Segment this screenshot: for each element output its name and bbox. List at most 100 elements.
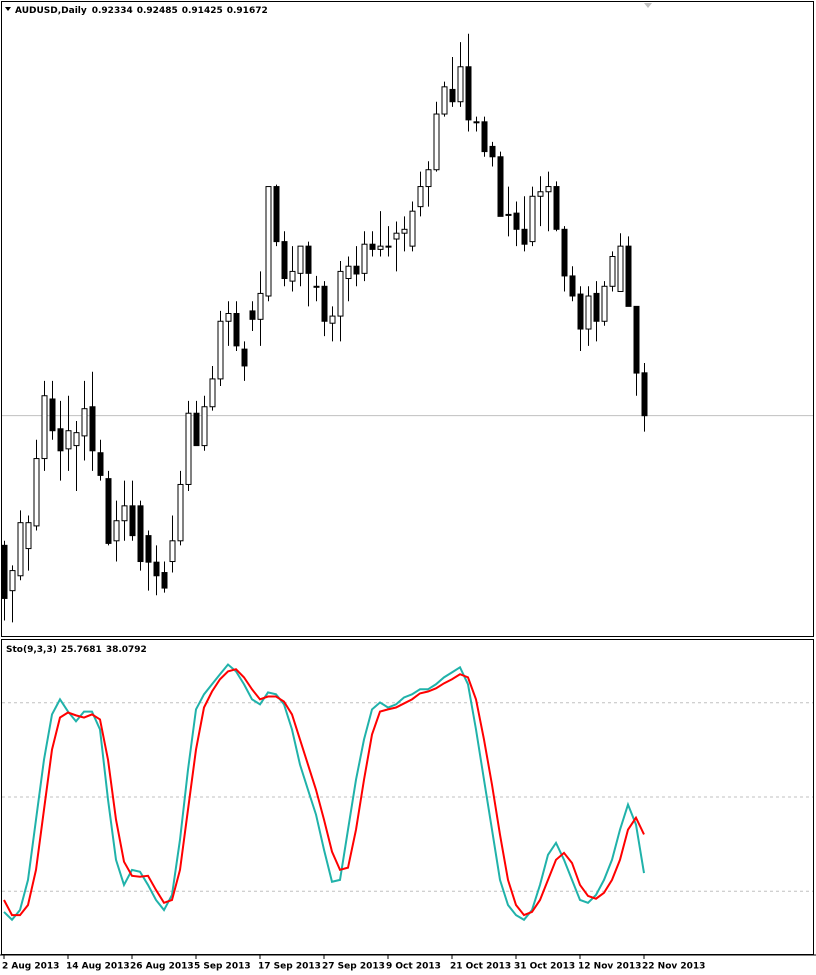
candle-body (505, 213, 512, 216)
candle-body (281, 241, 288, 280)
x-tick-label: 27 Sep 2013 (322, 962, 385, 972)
candle-body (73, 432, 80, 447)
candle-body (489, 145, 496, 158)
x-tick-label: 12 Nov 2013 (578, 962, 641, 972)
indicator-line (3, 668, 645, 917)
candle-body (169, 540, 176, 563)
candle-body (585, 295, 592, 330)
candle-body (137, 505, 144, 563)
candle-body (17, 522, 24, 577)
candle-body (313, 285, 320, 288)
candle-body (545, 186, 552, 193)
x-tick-label: 5 Sep 2013 (194, 962, 251, 972)
candle-body (377, 245, 384, 250)
candle-body (409, 210, 416, 247)
candle-body (625, 245, 632, 307)
candle-body (121, 505, 128, 522)
candle-body (537, 191, 544, 197)
candle-body (361, 243, 368, 274)
candle-body (601, 285, 608, 322)
x-tick-label: 26 Aug 2013 (130, 962, 194, 972)
candle-body (417, 186, 424, 208)
candle-body (449, 88, 456, 103)
candle-body (177, 483, 184, 542)
shift-marker (644, 3, 652, 8)
candle-body (249, 310, 256, 320)
candle-body (297, 245, 304, 274)
candle-body (97, 452, 104, 476)
candle-body (401, 228, 408, 234)
last-open: 0.92334 (92, 6, 133, 16)
candle-body (321, 285, 328, 322)
candle-body (257, 292, 264, 320)
candle-body (441, 86, 448, 115)
candle-body (481, 121, 488, 153)
price-header: AUDUSD,Daily 0.92334 0.92485 0.91425 0.91672 (15, 6, 268, 16)
candle-body (233, 312, 240, 347)
menu-arrow[interactable] (5, 7, 11, 11)
candle-body (337, 270, 344, 317)
candle-body (265, 186, 272, 297)
indicator-title: Sto(9,3,3) (6, 645, 57, 655)
candle-body (289, 270, 296, 282)
x-tick-label: 21 Oct 2013 (450, 962, 511, 972)
indicator-header: Sto(9,3,3) 25.7681 38.0792 (6, 645, 147, 655)
candle-body (201, 406, 208, 447)
x-tick-label: 2 Aug 2013 (2, 962, 59, 972)
candle-body (209, 378, 216, 408)
candle-body (105, 478, 112, 544)
candle-body (9, 570, 16, 592)
candle-body (129, 505, 136, 537)
candle-body (273, 186, 280, 243)
candle-body (81, 408, 88, 437)
candle-body (561, 228, 568, 277)
candle-body (497, 156, 504, 217)
candle-body (473, 121, 480, 124)
indicator-line (3, 663, 645, 922)
candle-body (241, 348, 248, 367)
candle-body (49, 398, 56, 432)
candle-body (617, 245, 624, 292)
candle-body (217, 320, 224, 380)
candle-body (369, 243, 376, 250)
candle-body (609, 256, 616, 287)
candle-body (633, 305, 640, 374)
candle-body (385, 245, 392, 248)
candle-body (89, 406, 96, 452)
candle-body (553, 186, 560, 230)
candle-body (393, 232, 400, 240)
candle-body (57, 428, 64, 452)
candle-body (433, 113, 440, 171)
candle-body (225, 312, 232, 322)
x-tick-label: 31 Oct 2013 (514, 962, 575, 972)
candle-body (577, 293, 584, 330)
price-panel-frame (1, 1, 814, 637)
x-tick-label: 9 Oct 2013 (386, 962, 441, 972)
candle-body (153, 561, 160, 577)
candle-body (425, 169, 432, 188)
candle-body (569, 275, 576, 297)
candle-body (465, 66, 472, 121)
candle-body (1, 544, 8, 599)
x-tick-label: 22 Nov 2013 (642, 962, 705, 972)
candle-body (521, 228, 528, 245)
candle-body (513, 212, 520, 230)
last-low: 0.91425 (182, 6, 223, 16)
candle-body (593, 292, 600, 322)
candle-body (25, 522, 32, 550)
candle-body (145, 535, 152, 563)
candle-body (353, 265, 360, 275)
candle-body (41, 395, 48, 460)
x-tick-label: 14 Aug 2013 (66, 962, 130, 972)
candle-body (185, 412, 192, 485)
candle-body (329, 315, 336, 324)
candle-body (641, 372, 648, 417)
candle-body (305, 245, 312, 274)
candle-body (33, 458, 40, 527)
symbol-title: AUDUSD,Daily (15, 6, 87, 16)
k-last: 25.7681 (61, 645, 102, 655)
candle-body (529, 195, 536, 243)
candle-body (457, 66, 464, 103)
candle-body (113, 520, 120, 542)
